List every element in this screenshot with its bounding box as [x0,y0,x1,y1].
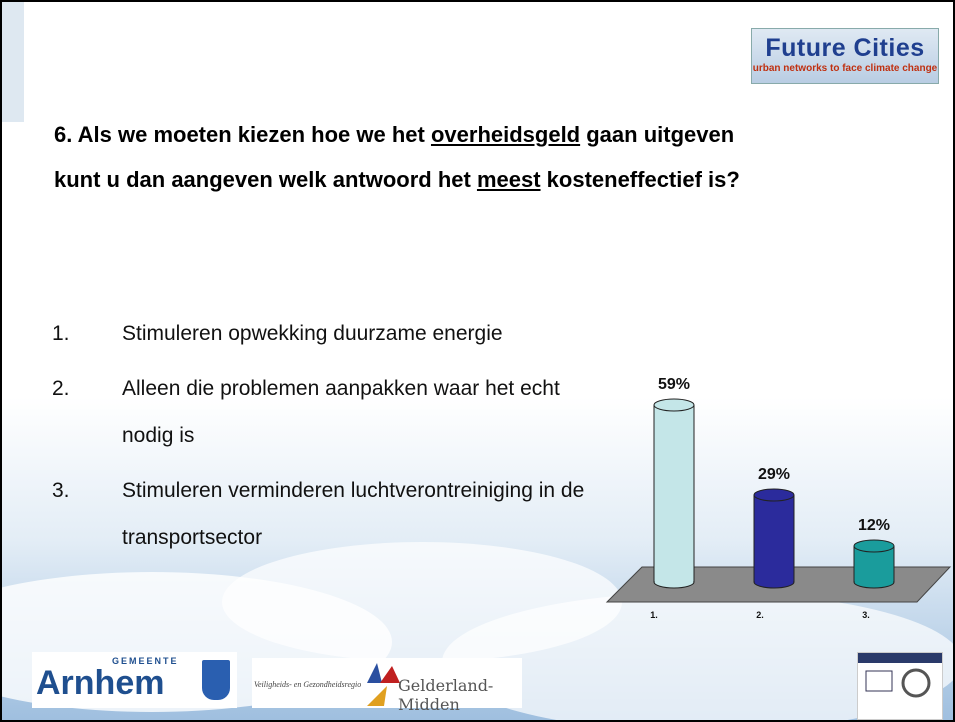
bar-top [853,539,895,553]
options: 1. Stimuleren opwekking duurzame energie 2… [52,310,622,569]
region-icon [367,663,400,706]
logo-name: Arnhem [36,664,165,702]
bar-cover [854,581,894,583]
bar-cover [754,581,794,583]
brand-logo: Future Cities urban networks to face cli… [751,28,939,84]
option-number: 1. [52,322,70,345]
question-text: gaan uitgeven kunt u dan aangeven welk a… [54,122,735,192]
eu-icon [858,653,942,698]
question: 6. Als we moeten kiezen hoe we het overh… [54,112,754,202]
question-emphasis: meest [476,167,541,192]
eu-logo [857,652,943,720]
brand-title: Future Cities [765,34,925,62]
region-label: Veiligheids- en Gezondheidsregio [254,680,362,689]
x-tick-label: 1. [650,610,658,620]
arnhem-logo: GEMEENTE Arnhem [32,652,237,708]
bar-cover [654,581,694,583]
option: 2. Alleen die problemen aanpakken waar he… [52,365,622,459]
option-text: Alleen die problemen aanpakken waar het … [122,377,560,447]
bar [753,494,795,583]
x-tick-label: 3. [862,610,870,620]
option-number: 2. [52,377,70,400]
option-number: 3. [52,479,70,502]
question-text: kosteneffectief is? [540,167,740,192]
option: 3. Stimuleren verminderen luchtverontrein… [52,467,622,561]
question-text: 6. Als we moeten kiezen hoe we het [54,122,431,147]
value-label: 29% [758,466,790,483]
option: 1. Stimuleren opwekking duurzame energie [52,310,622,357]
option-text: Stimuleren verminderen luchtverontreinig… [122,479,585,549]
bar-top [753,488,795,502]
value-label: 59% [658,376,690,393]
region-name: Gelderland-Midden [398,676,494,714]
crest [202,660,230,700]
value-label: 12% [858,517,890,534]
region-logo: Veiligheids- en Gezondheidsregio Gelderl… [252,658,522,714]
bar [653,404,695,583]
bar-top [653,398,695,412]
logo-label: GEMEENTE [112,656,179,666]
option-text: Stimuleren opwekking duurzame energie [122,322,503,345]
x-tick-label: 2. [756,610,764,620]
brand-subtitle: urban networks to face climate change [752,63,938,74]
question-emphasis: overheidsgeld [430,122,581,147]
